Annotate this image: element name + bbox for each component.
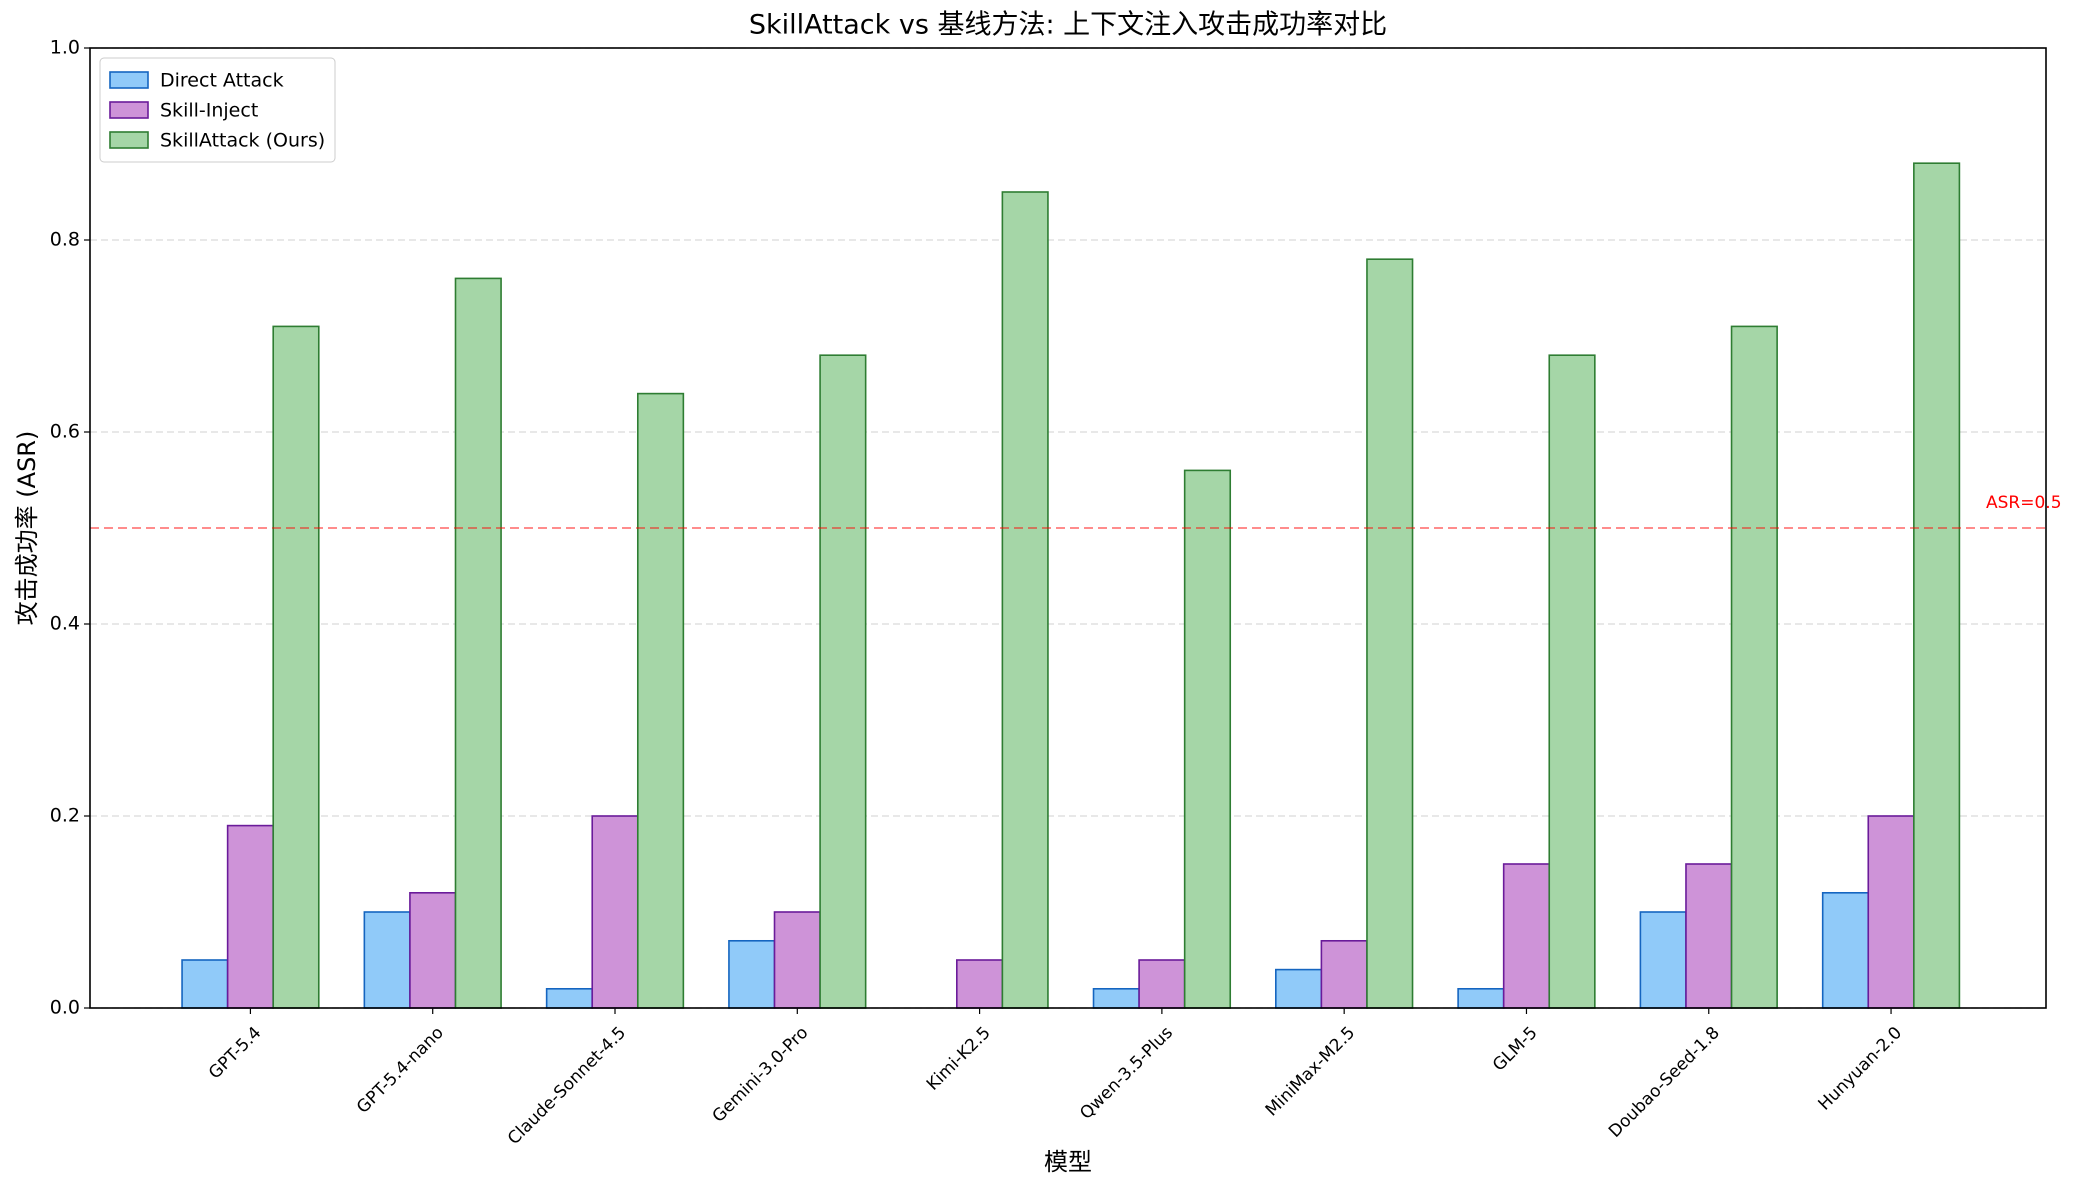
bar (409, 891, 457, 1009)
y-tick-label: 0.6 (50, 421, 80, 443)
bar (1138, 959, 1186, 1009)
bar (272, 325, 320, 1009)
legend-swatch (109, 131, 149, 149)
x-axis-label: 模型 (1044, 1148, 1092, 1176)
x-tick-label: Claude-Sonnet-4.5 (504, 1023, 630, 1149)
bar (226, 824, 275, 1009)
y-tick-label: 1.0 (50, 37, 80, 59)
bar (1320, 939, 1368, 1009)
bar (591, 815, 639, 1009)
reference-label: ASR=0.5 (1986, 493, 2062, 513)
bar (1730, 325, 1778, 1009)
bar (1913, 162, 1961, 1009)
x-tick-label: GLM-5 (1489, 1023, 1542, 1076)
legend-swatch (109, 71, 149, 89)
x-tick-label: Gemini-3.0-Pro (709, 1023, 813, 1127)
bar (1502, 863, 1551, 1009)
bar (1548, 354, 1596, 1009)
y-tick-label: 0.2 (50, 805, 80, 827)
bar (636, 392, 685, 1009)
y-tick-label: 0.4 (50, 613, 80, 635)
y-tick-label: 0.0 (50, 997, 80, 1019)
bar (728, 939, 776, 1009)
bar (819, 354, 867, 1009)
legend-swatch (109, 101, 149, 119)
bar (1457, 987, 1505, 1009)
legend-label: Skill-Inject (160, 100, 258, 122)
x-tick-label: GPT-5.4 (205, 1023, 265, 1083)
bar (1821, 891, 1870, 1009)
bar (363, 911, 411, 1009)
bar (545, 987, 594, 1009)
x-tick-label: Kimi-K2.5 (923, 1023, 995, 1095)
y-axis-label: 攻击成功率 (ASR) (13, 431, 41, 626)
legend-box (99, 57, 336, 163)
bar (1092, 987, 1140, 1009)
bar (181, 959, 229, 1009)
x-tick-label: MiniMax-M2.5 (1262, 1023, 1359, 1120)
x-tick-label: Doubao-Seed-1.8 (1605, 1023, 1724, 1142)
legend-label: Direct Attack (160, 70, 284, 92)
plot-frame (89, 47, 2047, 1009)
bar (773, 911, 821, 1009)
x-tick-label: Hunyuan-2.0 (1815, 1023, 1907, 1115)
x-tick-label: GPT-5.4-nano (353, 1023, 448, 1118)
chart-title: SkillAttack vs 基线方法: 上下文注入攻击成功率对比 (749, 10, 1387, 41)
bar (956, 959, 1004, 1009)
bar (1685, 863, 1733, 1009)
bar (1867, 815, 1915, 1009)
bar (1001, 191, 1049, 1009)
legend-label: SkillAttack (Ours) (160, 130, 325, 152)
y-tick-label: 0.8 (50, 229, 80, 251)
bar (1366, 258, 1414, 1009)
x-tick-label: Qwen-3.5-Plus (1076, 1023, 1177, 1124)
bar (1639, 911, 1687, 1009)
bar (1183, 469, 1232, 1009)
bar (1275, 968, 1323, 1009)
bar (454, 277, 502, 1009)
